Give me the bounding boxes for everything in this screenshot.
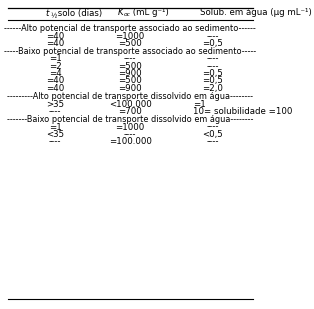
Text: =500: =500 [118, 39, 142, 48]
Text: K: K [117, 8, 123, 17]
Text: ½: ½ [51, 13, 57, 19]
Text: =40: =40 [46, 84, 64, 93]
Text: ----: ---- [206, 123, 219, 132]
Text: =900: =900 [118, 84, 142, 93]
Text: <35: <35 [46, 130, 64, 139]
Text: =1: =1 [192, 99, 205, 108]
Text: =2,0: =2,0 [202, 84, 223, 93]
Text: Solub. em água (μg mL⁻¹): Solub. em água (μg mL⁻¹) [200, 8, 312, 17]
Text: =1000: =1000 [116, 32, 145, 41]
Text: ----: ---- [206, 32, 219, 41]
Text: ----: ---- [206, 54, 219, 63]
Text: =0,5: =0,5 [202, 77, 223, 86]
Text: (mL g⁻¹): (mL g⁻¹) [130, 8, 168, 17]
Text: ----: ---- [206, 62, 219, 71]
Text: <0,5: <0,5 [202, 130, 223, 139]
Text: ----: ---- [49, 107, 61, 116]
Text: -----Baixo potencial de transporte associado ao sedimento-----: -----Baixo potencial de transporte assoc… [4, 47, 256, 56]
Text: ----: ---- [49, 138, 61, 146]
Text: ----: ---- [124, 130, 136, 139]
Text: t: t [45, 9, 48, 19]
Text: =40: =40 [46, 77, 64, 86]
Text: -------Baixo potencial de transporte dissolvido em água--------: -------Baixo potencial de transporte dis… [7, 115, 253, 124]
Text: =4: =4 [49, 69, 62, 78]
Text: =700: =700 [118, 107, 142, 116]
Text: =500: =500 [118, 77, 142, 86]
Text: 10= solubilidade =100: 10= solubilidade =100 [192, 107, 292, 116]
Text: =0,5: =0,5 [202, 69, 223, 78]
Text: =1: =1 [49, 54, 62, 63]
Text: >35: >35 [46, 99, 64, 108]
Text: =40: =40 [46, 39, 64, 48]
Text: ------Alto potencial de transporte associado ao sedimento------: ------Alto potencial de transporte assoc… [4, 24, 256, 33]
Text: =0,5: =0,5 [202, 39, 223, 48]
Text: oc: oc [124, 12, 131, 17]
Text: =1: =1 [49, 123, 62, 132]
Text: =40: =40 [46, 32, 64, 41]
Text: =2: =2 [49, 62, 62, 71]
Text: ----: ---- [124, 54, 136, 63]
Text: =1000: =1000 [116, 123, 145, 132]
Text: =100.000: =100.000 [109, 138, 152, 146]
Text: ----: ---- [206, 138, 219, 146]
Text: <100.000: <100.000 [109, 99, 151, 108]
Text: =900: =900 [118, 69, 142, 78]
Text: =500: =500 [118, 62, 142, 71]
Text: ---------Alto potencial de transporte dissolvido em água--------: ---------Alto potencial de transporte di… [7, 92, 253, 101]
Text: solo (dias): solo (dias) [55, 9, 102, 19]
